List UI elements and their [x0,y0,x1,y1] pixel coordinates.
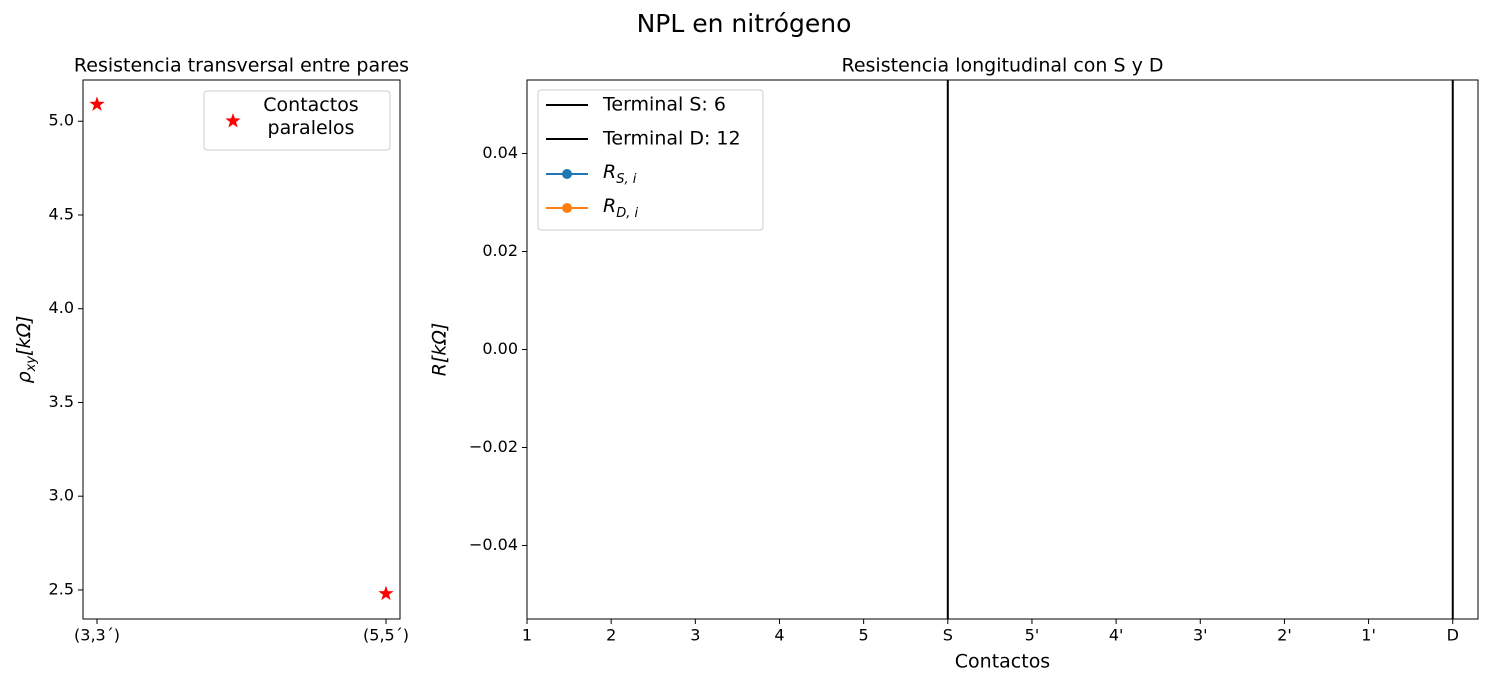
legend-marker [562,169,572,179]
axes-title: Resistencia transversal entre pares [74,55,409,77]
legend-label: Terminal S: 6 [602,94,726,116]
y-tick-label: 2.5 [49,579,74,598]
x-tick-label: 5 [859,626,869,645]
legend-label-sub: S, i [616,172,637,187]
point [378,585,394,601]
y-tick-label: 3.5 [49,392,74,411]
legend-label-base: R [603,161,616,183]
y-axis-label: ρxy[kΩ] [13,316,40,384]
x-tick-label: 5' [1025,626,1040,645]
x-tick-label: S [943,626,953,645]
y-tick-label: 4.5 [49,204,74,223]
legend-label-sub: D, i [616,206,638,221]
legend-label: RD, i [603,195,638,222]
x-tick-label: 3 [690,626,700,645]
y-label-base: ρ [13,371,35,383]
y-label-rest: [kΩ] [13,316,35,356]
legend-label-base: R [603,195,616,217]
axes-frame [82,79,401,620]
y-tick-label: −0.04 [469,535,518,554]
y-tick-label: −0.02 [469,437,518,456]
x-tick-label: 4' [1109,626,1124,645]
x-tick-label: (3,3´) [74,626,120,645]
y-tick-label: 0.04 [482,143,518,162]
legend-text-box: Contactos paralelos [263,94,359,139]
y-tick-label: 5.0 [49,111,74,130]
x-tick-label: 4 [774,626,784,645]
x-tick-label: (5,5´) [363,626,409,645]
y-axis-label: R[kΩ] [429,323,451,377]
x-tick-label: 1' [1361,626,1376,645]
x-tick-label: 2 [606,626,616,645]
y-tick-label: 3.0 [49,486,74,505]
legend-label: Terminal D: 12 [602,128,741,150]
legend-marker [225,113,241,128]
legend-label: Contactos paralelos [263,94,359,139]
x-tick-label: 3' [1193,626,1208,645]
x-axis-label: Contactos [955,651,1050,673]
legend-marker [562,203,572,213]
figure-title: NPL en nitrógeno [637,9,852,38]
legend-box [203,90,391,151]
y-tick-label: 0.02 [482,241,518,260]
y-tick-label: 4.0 [49,298,74,317]
legend-box [537,89,764,231]
x-tick-label: D [1447,626,1459,645]
y-tick-label: 0.00 [482,339,518,358]
legend-label: RS, i [603,161,637,188]
axes-title: Resistencia longitudinal con S y D [842,55,1164,77]
y-label-sub: xy [24,356,39,373]
point [89,96,105,111]
x-tick-label: 1 [522,626,532,645]
x-tick-label: 2' [1277,626,1292,645]
